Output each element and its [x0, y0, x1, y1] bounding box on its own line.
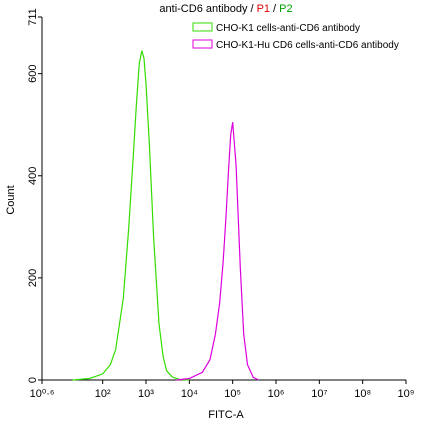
y-tick-label: 200: [27, 269, 39, 287]
x-tick-label: 10⁸: [354, 388, 371, 400]
title-part: /: [273, 3, 277, 15]
y-tick-label: 711: [27, 8, 39, 26]
chart-title: anti-CD6 antibody / P1/P2: [159, 3, 292, 15]
y-tick-label: 0: [27, 377, 39, 383]
legend-label: CHO-K1-Hu CD6 cells-anti-CD6 antibody: [216, 40, 399, 51]
x-tick-label: 10³: [138, 388, 154, 400]
title-part: P1: [257, 3, 270, 15]
y-axis-label: Count: [5, 185, 17, 214]
x-tick-label: 10⁹: [398, 388, 415, 400]
x-tick-label: 10⁶: [268, 388, 285, 400]
legend-swatch: [192, 22, 213, 32]
legend-swatch: [192, 39, 213, 49]
x-tick-label: 10⁴: [181, 388, 198, 400]
y-tick-label: 600: [27, 64, 39, 82]
title-part: anti-CD6 antibody /: [159, 3, 254, 15]
title-part: P2: [279, 3, 292, 15]
x-axis-label: FITC-A: [208, 409, 244, 421]
legend: [189, 20, 409, 54]
histogram-line: [176, 122, 260, 381]
x-tick-label: 10⁵: [224, 388, 241, 400]
histogram-line: [72, 50, 190, 381]
y-tick-label: 400: [27, 167, 39, 185]
legend-label: CHO-K1 cells-anti-CD6 antibody: [216, 23, 360, 34]
x-tick-label: 10⁷: [311, 388, 327, 400]
x-tick-label: 10²: [95, 388, 111, 400]
x-tick-label: 10⁰·⁶: [30, 388, 55, 400]
